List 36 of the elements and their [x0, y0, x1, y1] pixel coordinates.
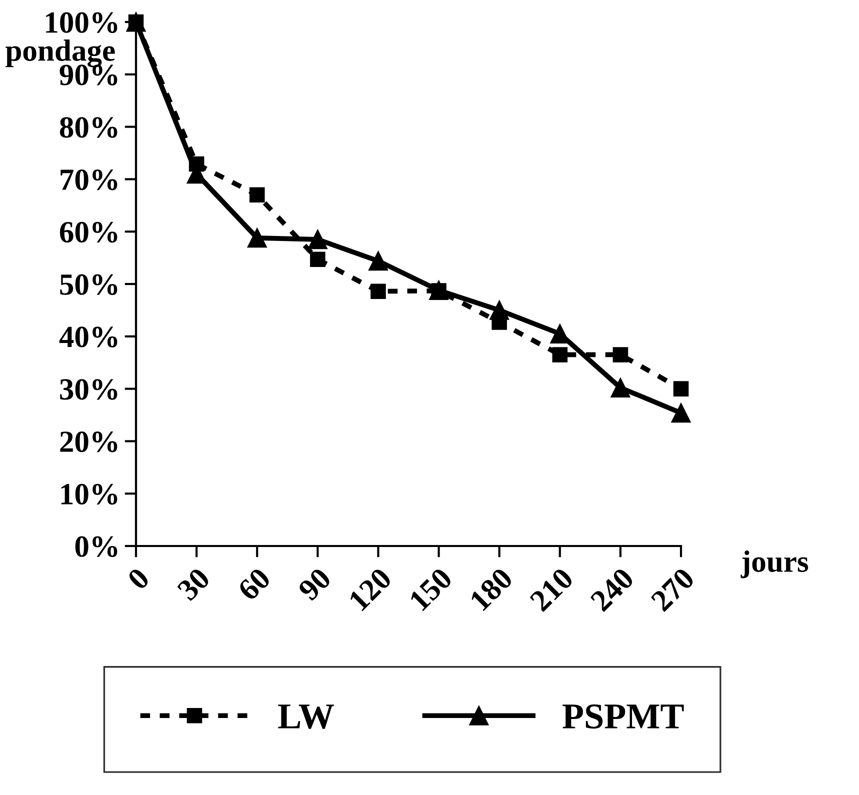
x-tick-label: 90	[297, 566, 332, 602]
x-tick-label: 30	[176, 566, 211, 602]
point	[308, 230, 328, 250]
point	[673, 381, 689, 396]
point	[368, 251, 388, 271]
y-tick-label: 80%	[60, 117, 118, 138]
y-tick-label: 70%	[60, 169, 118, 190]
y-tick-label: 10%	[61, 484, 118, 505]
y-tick-label: 30%	[60, 379, 118, 400]
x-tick-label: 240	[590, 566, 635, 612]
point	[247, 228, 267, 248]
point	[612, 347, 628, 362]
point	[188, 156, 204, 172]
x-tick-label: 180	[469, 566, 514, 612]
point	[370, 284, 386, 299]
y-tick-label: 100%	[46, 12, 118, 33]
point	[552, 347, 568, 362]
y-tick-label: 50%	[60, 274, 118, 295]
y-tick-label: 0%	[75, 536, 118, 557]
point	[249, 187, 265, 203]
y-tick-label: 20%	[60, 431, 118, 452]
legend-label: PSPMT	[562, 704, 684, 729]
y-tick-label: 60%	[60, 222, 118, 243]
x-tick-label: 210	[529, 566, 574, 612]
y-tick-label: 40%	[59, 326, 118, 348]
point	[310, 252, 326, 268]
legend-label: LW	[278, 704, 334, 729]
x-axis-title: jours	[740, 550, 808, 578]
x-tick-label: 60	[236, 566, 272, 602]
x-tick-label: 120	[348, 566, 393, 612]
x-tick-label: 0	[126, 566, 150, 591]
point	[671, 403, 691, 423]
point	[492, 314, 507, 330]
x-tick-label: 270	[650, 566, 696, 612]
x-tick-label: 150	[408, 566, 454, 612]
point	[610, 378, 630, 398]
